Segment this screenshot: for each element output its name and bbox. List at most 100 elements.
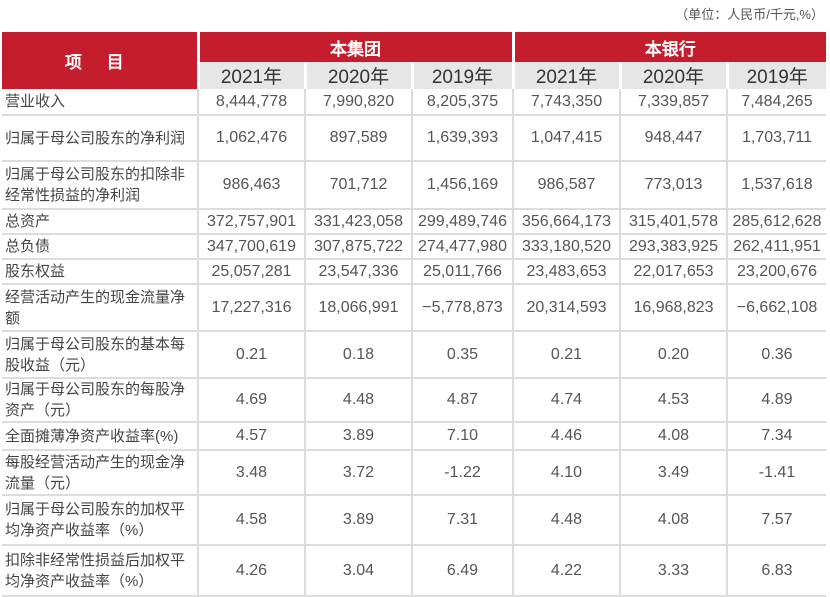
table-row: 营业收入 8,444,778 7,990,820 8,205,375 7,743,350… — [2, 89, 826, 116]
cell-value: 0.20 — [620, 331, 728, 379]
cell-value: 23,483,653 — [513, 259, 621, 285]
cell-value: 333,180,520 — [513, 234, 621, 260]
cell-value: 23,547,336 — [305, 259, 413, 285]
cell-value: 948,447 — [620, 115, 728, 162]
cell-value: 22,017,653 — [620, 259, 728, 285]
cell-value: 7,990,820 — [305, 89, 413, 116]
cell-value: 4.58 — [198, 495, 306, 546]
cell-value: 4.26 — [198, 545, 306, 597]
cell-value: 23,200,676 — [727, 259, 826, 285]
table-row: 总负债 347,700,619 307,875,722 274,477,980 333,… — [2, 234, 826, 260]
cell-value: −6,662,108 — [727, 284, 826, 332]
table-row: 归属于母公司股东的加权平均净资产收益率（%） 4.58 3.89 7.31 4.48 4.… — [2, 495, 826, 546]
cell-value: 17,227,316 — [198, 284, 306, 332]
cell-value: 4.22 — [513, 545, 621, 597]
cell-value: -1.22 — [412, 450, 514, 496]
row-label: 总负债 — [2, 234, 199, 260]
cell-value: 16,968,823 — [620, 284, 728, 332]
table-row: 归属于母公司股东的基本每股收益（元） 0.21 0.18 0.35 0.21 0.20 0.… — [2, 331, 826, 379]
cell-value: 315,401,578 — [620, 209, 728, 235]
cell-value: 4.53 — [620, 378, 728, 423]
cell-value: 7.31 — [412, 495, 514, 546]
table-row: 股东权益 25,057,281 23,547,336 25,011,766 23,483… — [2, 259, 826, 285]
cell-value: 897,589 — [305, 115, 413, 162]
cell-value: 356,664,173 — [513, 209, 621, 235]
row-label: 总资产 — [2, 209, 199, 235]
cell-value: 7,339,857 — [620, 89, 728, 116]
cell-value: 0.36 — [727, 331, 826, 379]
header-year: 2019年 — [727, 62, 826, 89]
cell-value: 4.89 — [727, 378, 826, 423]
cell-value: 1,062,476 — [198, 115, 306, 162]
cell-value: 7.10 — [412, 422, 514, 451]
row-label: 归属于母公司股东的基本每股收益（元） — [2, 331, 199, 379]
cell-value: 4.87 — [412, 378, 514, 423]
cell-value: 20,314,593 — [513, 284, 621, 332]
cell-value: 307,875,722 — [305, 234, 413, 260]
cell-value: 3.48 — [198, 450, 306, 496]
cell-value: 4.48 — [305, 378, 413, 423]
header-year: 2020年 — [620, 62, 729, 89]
cell-value: 4.08 — [620, 422, 728, 451]
cell-value: 3.33 — [620, 545, 728, 597]
cell-value: 4.10 — [513, 450, 621, 496]
header-item: 项 目 — [2, 32, 200, 89]
table-row: 全面摊薄净资产收益率(%) 4.57 3.89 7.10 4.46 4.08 7.34 — [2, 422, 826, 451]
header-bank: 本银行 — [513, 32, 826, 62]
cell-value: 293,383,925 — [620, 234, 728, 260]
cell-value: 3.04 — [305, 545, 413, 597]
cell-value: 4.57 — [198, 422, 306, 451]
cell-value: -1.41 — [727, 450, 826, 496]
cell-value: 3.89 — [305, 422, 413, 451]
cell-value: 7,743,350 — [513, 89, 621, 116]
table-row: 每股经营活动产生的现金净流量（元） 3.48 3.72 -1.22 4.10 3.49 -1… — [2, 450, 826, 496]
row-label: 归属于母公司股东的净利润 — [2, 115, 199, 162]
cell-value: 7.34 — [727, 422, 826, 451]
row-label: 营业收入 — [2, 89, 199, 116]
cell-value: 986,587 — [513, 161, 621, 210]
cell-value: 1,639,393 — [412, 115, 514, 162]
header-year: 2021年 — [513, 62, 622, 89]
cell-value: 773,013 — [620, 161, 728, 210]
row-label: 股东权益 — [2, 259, 199, 285]
cell-value: 0.21 — [513, 331, 621, 379]
cell-value: 25,057,281 — [198, 259, 306, 285]
table-row: 扣除非经常性损益后加权平均净资产收益率（%） 4.26 3.04 6.49 4.22 3.… — [2, 545, 826, 597]
cell-value: 3.89 — [305, 495, 413, 546]
cell-value: 262,411,951 — [727, 234, 826, 260]
cell-value: 1,456,169 — [412, 161, 514, 210]
cell-value: 8,205,375 — [412, 89, 514, 116]
cell-value: 3.72 — [305, 450, 413, 496]
row-label: 全面摊薄净资产收益率(%) — [2, 422, 199, 451]
row-label: 每股经营活动产生的现金净流量（元） — [2, 450, 199, 496]
cell-value: −5,778,873 — [412, 284, 514, 332]
row-label: 归属于母公司股东的加权平均净资产收益率（%） — [2, 495, 199, 546]
cell-value: 18,066,991 — [305, 284, 413, 332]
row-label: 经营活动产生的现金流量净额 — [2, 284, 199, 332]
row-label: 归属于母公司股东的每股净资产（元） — [2, 378, 199, 423]
row-label: 归属于母公司股东的扣除非经常性损益的净利润 — [2, 161, 199, 210]
table-row: 归属于母公司股东的净利润 1,062,476 897,589 1,639,393 1,0… — [2, 115, 826, 162]
cell-value: 4.48 — [513, 495, 621, 546]
row-label: 扣除非经常性损益后加权平均净资产收益率（%） — [2, 545, 199, 597]
table-row: 经营活动产生的现金流量净额 17,227,316 18,066,991 −5,778,… — [2, 284, 826, 332]
cell-value: 701,712 — [305, 161, 413, 210]
cell-value: 285,612,628 — [727, 209, 826, 235]
cell-value: 6.49 — [412, 545, 514, 597]
cell-value: 7.57 — [727, 495, 826, 546]
cell-value: 3.49 — [620, 450, 728, 496]
table-row: 归属于母公司股东的扣除非经常性损益的净利润 986,463 701,712 1,456… — [2, 161, 826, 210]
header-year: 2019年 — [412, 62, 515, 89]
cell-value: 8,444,778 — [198, 89, 306, 116]
cell-value: 986,463 — [198, 161, 306, 210]
table-row: 归属于母公司股东的每股净资产（元） 4.69 4.48 4.87 4.74 4.53 4.8… — [2, 378, 826, 423]
cell-value: 7,484,265 — [727, 89, 826, 116]
cell-value: 6.83 — [727, 545, 826, 597]
cell-value: 4.08 — [620, 495, 728, 546]
cell-value: 0.18 — [305, 331, 413, 379]
cell-value: 331,423,058 — [305, 209, 413, 235]
cell-value: 4.74 — [513, 378, 621, 423]
cell-value: 1,703,711 — [727, 115, 826, 162]
cell-value: 0.21 — [198, 331, 306, 379]
header-year: 2021年 — [198, 62, 307, 89]
